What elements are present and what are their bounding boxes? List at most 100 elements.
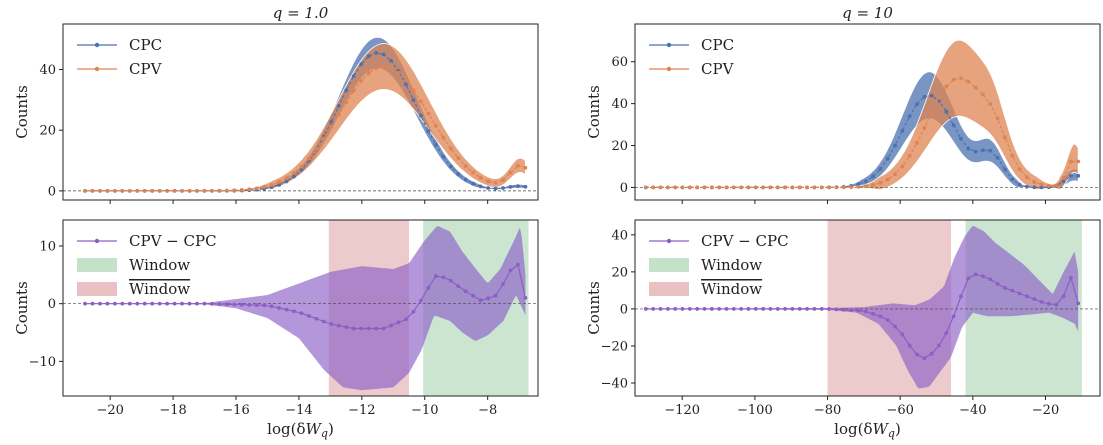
- data-point: [893, 172, 897, 176]
- data-point: [871, 174, 875, 179]
- series-line-cpc: [645, 94, 1079, 189]
- data-point: [419, 298, 423, 303]
- data-point: [411, 88, 416, 92]
- data-point: [239, 302, 244, 307]
- data-point: [981, 92, 985, 97]
- data-point: [709, 185, 714, 190]
- data-point: [433, 142, 438, 147]
- data-point: [262, 303, 267, 308]
- data-point: [284, 307, 289, 312]
- data-point: [702, 185, 707, 190]
- data-point: [374, 51, 379, 55]
- data-point: [486, 179, 490, 184]
- data-point: [1068, 173, 1073, 178]
- y-axis-label: Counts: [585, 85, 603, 139]
- data-point: [1039, 299, 1044, 304]
- axes-frame: [634, 23, 1101, 201]
- data-point: [717, 307, 722, 311]
- data-point: [761, 307, 766, 311]
- axes-frame: [62, 23, 539, 201]
- data-point: [643, 307, 648, 311]
- data-point: [98, 188, 102, 193]
- data-point: [448, 278, 453, 283]
- legend-label: CPC: [129, 36, 162, 54]
- data-point: [142, 301, 147, 306]
- data-point: [433, 124, 438, 128]
- plot-area: [635, 39, 1100, 191]
- y-axis-label: Counts: [13, 85, 31, 139]
- data-point: [981, 274, 985, 279]
- data-point: [277, 180, 281, 184]
- legend-label: CPV − CPC: [129, 232, 217, 250]
- data-point: [1025, 175, 1029, 180]
- data-point: [995, 155, 1000, 160]
- data-point: [973, 272, 978, 277]
- data-point: [292, 171, 296, 175]
- data-point: [1061, 175, 1066, 180]
- data-point: [746, 185, 751, 190]
- data-point: [411, 97, 416, 102]
- data-point: [336, 323, 341, 328]
- data-point: [441, 154, 446, 159]
- data-point: [180, 188, 184, 193]
- data-point: [893, 324, 897, 329]
- data-point: [944, 84, 949, 89]
- data-point: [775, 307, 780, 311]
- data-point: [292, 174, 296, 179]
- data-point: [396, 70, 401, 75]
- data-point: [1076, 301, 1081, 306]
- data-point: [523, 184, 528, 189]
- data-point: [981, 148, 985, 153]
- data-point: [915, 102, 919, 107]
- data-point: [878, 314, 883, 319]
- data-point: [321, 319, 326, 324]
- data-point: [478, 175, 483, 180]
- data-point: [856, 184, 861, 189]
- data-point: [127, 188, 132, 193]
- data-point: [195, 188, 199, 193]
- data-point: [915, 352, 919, 357]
- data-point: [456, 284, 461, 289]
- data-point: [1076, 173, 1081, 178]
- data-point: [951, 77, 956, 82]
- data-point: [262, 185, 267, 189]
- data-point: [739, 185, 744, 190]
- data-point: [863, 184, 868, 189]
- data-point: [834, 307, 839, 312]
- data-point: [359, 326, 364, 331]
- data-point: [1054, 183, 1059, 188]
- data-point: [329, 322, 334, 326]
- data-point: [351, 74, 356, 78]
- data-point: [922, 126, 927, 130]
- data-point: [157, 301, 162, 306]
- data-point: [366, 54, 371, 59]
- data-point: [314, 147, 319, 152]
- x-tick-label: −16: [222, 403, 249, 418]
- data-point: [1046, 301, 1051, 306]
- data-point: [314, 316, 319, 321]
- data-point: [959, 76, 963, 81]
- data-point: [478, 298, 483, 303]
- chart-title: q = 1.0: [273, 4, 329, 22]
- data-point: [351, 88, 356, 93]
- data-point: [1003, 285, 1007, 290]
- data-point: [1025, 184, 1029, 189]
- legend-label: CPC: [701, 36, 734, 54]
- data-point: [284, 179, 289, 184]
- data-point: [336, 104, 341, 108]
- x-tick-label: −60: [886, 403, 913, 418]
- data-point: [493, 186, 498, 191]
- y-tick-label: 20: [39, 124, 56, 139]
- data-point: [508, 170, 513, 175]
- data-point: [702, 307, 707, 311]
- data-point: [419, 99, 423, 104]
- data-point: [805, 307, 809, 311]
- data-point: [1003, 135, 1007, 140]
- data-point: [878, 181, 883, 185]
- data-point: [359, 62, 364, 67]
- data-point: [1017, 167, 1022, 172]
- data-point: [959, 136, 963, 141]
- data-point: [966, 79, 971, 84]
- data-point: [658, 185, 663, 190]
- data-point: [1003, 167, 1007, 172]
